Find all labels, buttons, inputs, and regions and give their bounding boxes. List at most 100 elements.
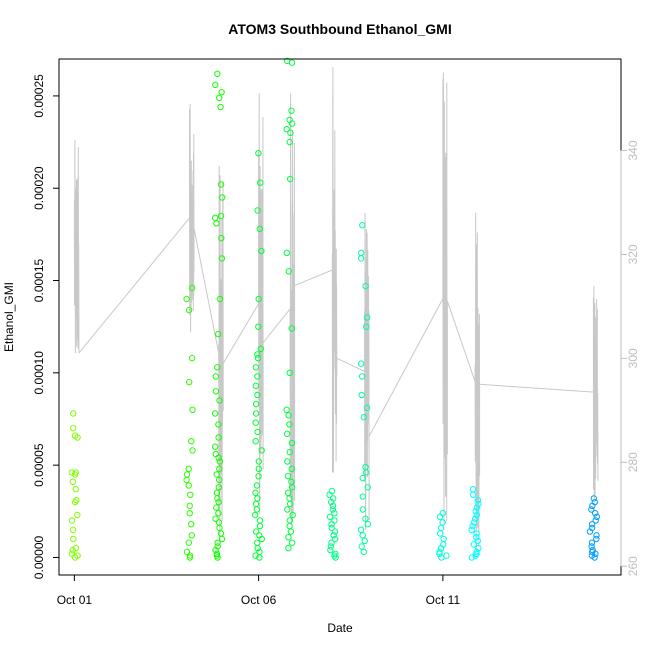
data-point [69, 526, 77, 533]
data-point [71, 432, 79, 439]
data-point [214, 539, 221, 546]
data-point [213, 471, 220, 478]
data-point [286, 175, 294, 183]
data-point [188, 521, 195, 528]
data-point [363, 404, 371, 412]
data-point [253, 506, 260, 513]
data-point [217, 530, 225, 537]
data-point [286, 369, 293, 376]
data-point [258, 247, 265, 255]
data-point [364, 484, 371, 491]
data-point [257, 179, 264, 186]
data-point [283, 430, 291, 437]
data-point [289, 511, 296, 519]
data-point [286, 421, 293, 428]
data-point [256, 522, 264, 530]
data-point [593, 532, 600, 539]
data-point [214, 543, 221, 550]
data-point [185, 482, 192, 489]
data-point [189, 284, 196, 292]
data-point [69, 478, 77, 485]
data-point [363, 323, 370, 330]
data-point [254, 495, 261, 502]
data-point [213, 504, 220, 511]
data-point [252, 511, 259, 519]
data-point [212, 214, 219, 222]
data-point [469, 522, 476, 530]
data-point [254, 373, 261, 380]
x-tick-label: Oct 06 [241, 593, 277, 607]
data-point [216, 397, 223, 404]
data-point [186, 378, 193, 386]
data-point [286, 522, 293, 530]
data-point [588, 539, 596, 546]
data-point [214, 364, 221, 371]
data-point [216, 465, 223, 472]
data-point [473, 504, 481, 511]
data-point [332, 550, 339, 557]
data-point [358, 543, 365, 550]
data-point [254, 351, 261, 358]
y2-tick-label: 300 [626, 348, 640, 368]
data-point [287, 129, 294, 137]
data-point [358, 249, 365, 257]
data-point [328, 524, 335, 532]
data-point [472, 515, 479, 522]
y-tick-label: 0.00020 [32, 166, 46, 210]
data-point [475, 545, 482, 552]
data-point [330, 495, 337, 502]
data-point [592, 510, 599, 517]
data-point [470, 541, 477, 548]
data-point [185, 465, 192, 472]
data-point [328, 539, 335, 546]
data-point [331, 517, 338, 524]
data-point [285, 412, 292, 419]
data-point [357, 526, 365, 533]
data-point [362, 282, 369, 290]
data-point [358, 391, 365, 399]
data-point [330, 532, 337, 539]
data-point [358, 373, 366, 380]
line-segment [479, 285, 599, 499]
data-point [69, 546, 77, 554]
data-point [256, 517, 264, 524]
data-point [288, 107, 295, 114]
data-point [288, 325, 295, 332]
data-point [331, 528, 339, 535]
data-point [254, 207, 261, 214]
y2-tick-label: 320 [626, 244, 640, 264]
data-point [588, 543, 595, 550]
data-point [288, 478, 295, 485]
data-point [254, 354, 262, 362]
data-point [212, 515, 219, 522]
data-point [470, 491, 477, 498]
data-point [216, 476, 223, 484]
data-point [252, 401, 260, 408]
data-point [218, 234, 225, 242]
data-point [189, 406, 196, 413]
data-point [258, 447, 265, 454]
data-point [68, 469, 76, 476]
data-point [74, 552, 81, 559]
data-point [185, 539, 193, 546]
data-point [472, 508, 479, 515]
data-point [287, 528, 295, 535]
data-point [252, 419, 259, 426]
data-point [438, 524, 445, 532]
data-point [473, 530, 480, 537]
data-point [68, 550, 76, 557]
data-point [215, 498, 222, 506]
chart-title: ATOM3 Southbound Ethanol_GMI [228, 21, 451, 37]
y2-tick-label: 340 [626, 140, 640, 160]
data-point [212, 443, 219, 450]
y-tick-label: 0.00025 [32, 74, 46, 118]
data-point [288, 539, 296, 546]
plot-border [58, 58, 622, 576]
data-point [590, 495, 597, 502]
y-tick-label: 0.00010 [32, 351, 46, 395]
data-point [188, 438, 195, 445]
x-axis-label: Date [327, 621, 353, 635]
data-point [217, 212, 225, 220]
data-point [360, 414, 367, 421]
